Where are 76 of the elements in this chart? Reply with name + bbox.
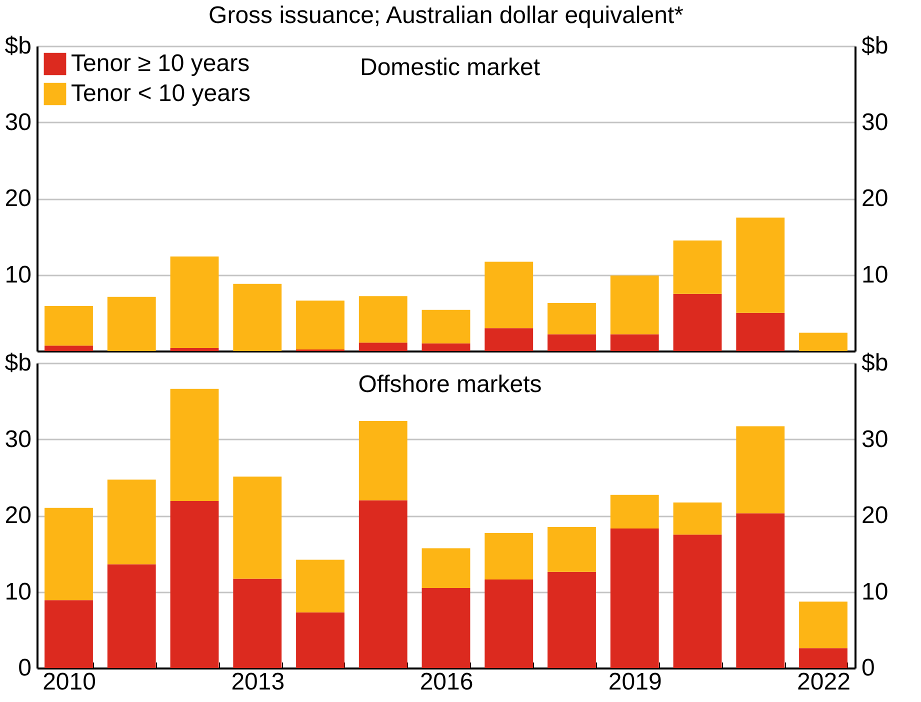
bar (358, 420, 408, 500)
bar (610, 276, 659, 334)
bar (422, 343, 470, 351)
bar (107, 296, 156, 351)
bar (484, 533, 534, 580)
bar (736, 513, 785, 668)
y-tick-label: $b (4, 350, 32, 376)
bar (358, 500, 408, 668)
y-tick-label: 0 (18, 654, 32, 682)
bar (548, 334, 596, 351)
bar (296, 560, 344, 612)
bar (673, 240, 722, 294)
bar (44, 346, 93, 351)
bar (44, 306, 93, 346)
bar (44, 508, 93, 600)
x-tick-label: 2010 (42, 668, 96, 696)
bar (736, 312, 785, 351)
y2-tick-label: 30 (862, 108, 888, 136)
bar (548, 302, 596, 334)
bar (548, 526, 596, 572)
y2-tick-label: 10 (862, 261, 888, 288)
y2-tick-label: 30 (862, 426, 888, 453)
bar (673, 294, 722, 351)
bar (170, 501, 219, 668)
bar (610, 528, 659, 668)
x-tick-label: 2022 (797, 668, 850, 696)
bar (233, 578, 282, 668)
bar (170, 348, 219, 351)
y2-tick-label: 10 (862, 578, 888, 606)
bar (233, 476, 282, 579)
x-tick-label: 2016 (420, 668, 474, 696)
bar (44, 600, 93, 668)
bar (422, 310, 470, 344)
bar (358, 342, 408, 351)
y2-tick-label: $b (862, 350, 888, 376)
bar (422, 548, 470, 588)
y2-tick-label: $b (862, 32, 888, 60)
bar (484, 262, 534, 328)
bar (170, 388, 219, 502)
y-tick-label: 10 (4, 578, 32, 606)
y-tick-label: 20 (4, 502, 32, 529)
y2-tick-label: 20 (862, 502, 888, 529)
y-tick-label: $b (4, 32, 32, 60)
bar (610, 494, 659, 528)
y2-tick-label: 20 (862, 185, 888, 212)
bar (673, 534, 722, 668)
chart-title: Gross issuance; Australian dollar equivalent* (208, 2, 684, 29)
bar (673, 502, 722, 535)
y-tick-label: 30 (4, 108, 32, 136)
bar (358, 296, 408, 343)
legend-label: Tenor < 10 years (71, 80, 250, 107)
bar (107, 480, 156, 564)
bar (233, 284, 282, 351)
y-tick-label: 30 (4, 426, 32, 453)
bar (799, 648, 848, 668)
bar (296, 612, 344, 668)
annotation: Offshore markets (358, 371, 542, 398)
x-tick-label: 2019 (608, 668, 662, 696)
y2-tick-label: 0 (862, 654, 875, 682)
x-tick-label: 2013 (231, 668, 285, 696)
bar (799, 332, 848, 351)
bar (484, 580, 534, 668)
bar (484, 328, 534, 351)
bar (170, 256, 219, 348)
bar (610, 334, 659, 351)
bar (799, 602, 848, 648)
bar (422, 588, 470, 668)
bar (736, 218, 785, 313)
y-tick-label: 20 (4, 185, 32, 212)
annotation: Domestic market (360, 54, 540, 81)
bar (296, 300, 344, 350)
y-tick-label: 10 (4, 261, 32, 288)
bar (736, 426, 785, 514)
bar (107, 564, 156, 668)
legend-label: Tenor ≥ 10 years (71, 50, 250, 77)
bar (548, 572, 596, 668)
